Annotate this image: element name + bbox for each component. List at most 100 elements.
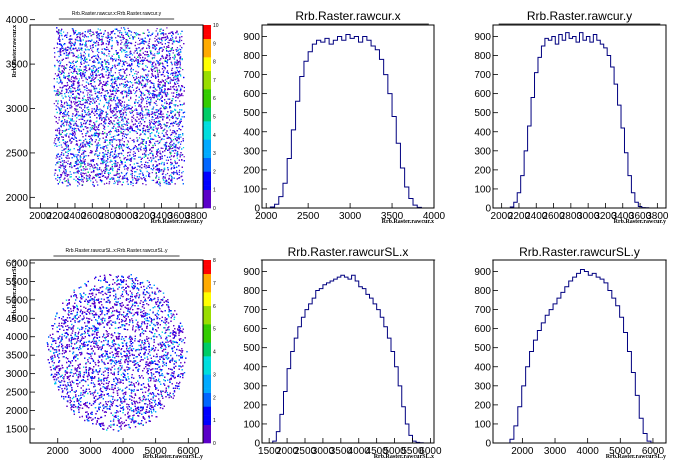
heatmap-cell — [74, 101, 77, 103]
heatmap-cell — [173, 173, 175, 175]
heatmap-cell — [82, 158, 84, 160]
heatmap-cell — [168, 127, 170, 129]
heatmap-cell — [115, 105, 117, 107]
heatmap-cell — [156, 51, 158, 53]
heatmap-cell — [154, 125, 156, 127]
heatmap-cell — [119, 139, 121, 141]
heatmap-cell — [57, 33, 59, 35]
heatmap-cell — [69, 171, 71, 173]
heatmap-cell — [122, 149, 124, 151]
heatmap-cell — [73, 172, 75, 174]
heatmap-cell — [69, 107, 71, 109]
heatmap-cell — [168, 175, 170, 177]
heatmap-cell — [157, 37, 159, 39]
heatmap-cell — [77, 168, 79, 170]
heatmap-cell — [134, 92, 136, 95]
heatmap-cell — [126, 181, 128, 183]
heatmap-cell — [56, 179, 58, 181]
heatmap-cell — [140, 49, 142, 51]
heatmap-cell — [115, 67, 117, 70]
heatmap-cell — [176, 69, 178, 71]
heatmap-cell — [168, 104, 170, 106]
heatmap-cell — [65, 47, 67, 49]
heatmap-cell — [155, 66, 157, 68]
heatmap-cell — [171, 102, 173, 104]
heatmap-cell — [91, 143, 93, 146]
heatmap-cell — [71, 85, 73, 87]
heatmap-cell — [89, 95, 91, 97]
heatmap-cell — [98, 114, 100, 116]
heatmap-cell — [124, 45, 126, 47]
heatmap-cell — [136, 51, 138, 53]
heatmap-cell — [58, 60, 61, 62]
heatmap-cell — [165, 181, 167, 183]
heatmap-cell — [108, 104, 110, 106]
heatmap-cell — [137, 61, 139, 63]
heatmap-cell — [120, 113, 123, 115]
heatmap-cell — [152, 87, 154, 89]
heatmap-cell — [125, 174, 127, 176]
heatmap-cell — [133, 158, 135, 160]
heatmap-cell — [180, 143, 182, 145]
heatmap-cell — [151, 126, 153, 128]
heatmap-cell — [123, 158, 125, 160]
heatmap-cell — [142, 111, 144, 113]
heatmap-cell — [141, 109, 143, 111]
heatmap-cell — [117, 35, 119, 37]
heatmap-cell — [143, 76, 145, 79]
heatmap-cell — [153, 138, 155, 140]
heatmap-cell — [75, 99, 77, 101]
heatmap-cell — [129, 53, 131, 55]
heatmap-cell — [153, 47, 155, 49]
heatmap-cell — [79, 126, 81, 128]
heatmap-cell — [95, 74, 98, 76]
heatmap-cell — [72, 87, 74, 89]
heatmap-cell — [116, 122, 118, 124]
heatmap-cell — [110, 95, 112, 97]
heatmap-cell — [161, 104, 163, 106]
heatmap-cell — [118, 148, 121, 150]
heatmap-cell — [53, 142, 55, 144]
heatmap-cell — [78, 182, 80, 184]
heatmap-cell — [78, 85, 80, 87]
heatmap-cell — [65, 85, 67, 87]
heatmap-cell — [176, 170, 178, 172]
heatmap-cell — [57, 161, 59, 163]
heatmap-cell — [142, 174, 144, 176]
heatmap-cell — [148, 34, 150, 36]
heatmap-cell — [78, 163, 80, 165]
heatmap-cell — [136, 137, 138, 139]
heatmap-cell — [136, 168, 138, 171]
heatmap-cell — [113, 182, 115, 185]
heatmap-cell — [139, 90, 141, 92]
heatmap-cell — [113, 162, 115, 165]
heatmap-cell — [170, 145, 172, 147]
heatmap-cell — [146, 100, 148, 102]
heatmap-cell — [111, 112, 113, 114]
heatmap-cell — [74, 155, 76, 158]
heatmap-cell — [139, 143, 141, 145]
heatmap-cell — [148, 46, 150, 48]
heatmap-cell — [147, 56, 149, 58]
heatmap-cell — [67, 185, 69, 187]
heatmap-cell — [177, 112, 179, 114]
heatmap-cell — [177, 67, 179, 69]
heatmap-cell — [144, 50, 146, 53]
heatmap-cell — [78, 94, 81, 96]
heatmap-cell — [91, 77, 93, 80]
heatmap-cell — [107, 161, 109, 163]
heatmap-cell — [74, 135, 76, 137]
heatmap-cell — [104, 94, 106, 96]
heatmap-cell — [136, 126, 138, 128]
heatmap-cell — [158, 79, 160, 81]
heatmap-cell — [151, 71, 153, 73]
heatmap-cell — [173, 75, 175, 77]
heatmap-cell — [91, 49, 93, 51]
heatmap-cell — [118, 69, 120, 71]
heatmap-cell — [149, 126, 152, 128]
heatmap-cell — [164, 84, 166, 86]
heatmap-cell — [180, 141, 182, 143]
heatmap-cell — [123, 104, 125, 106]
heatmap-cell — [58, 141, 61, 143]
heatmap-cell — [115, 107, 117, 109]
